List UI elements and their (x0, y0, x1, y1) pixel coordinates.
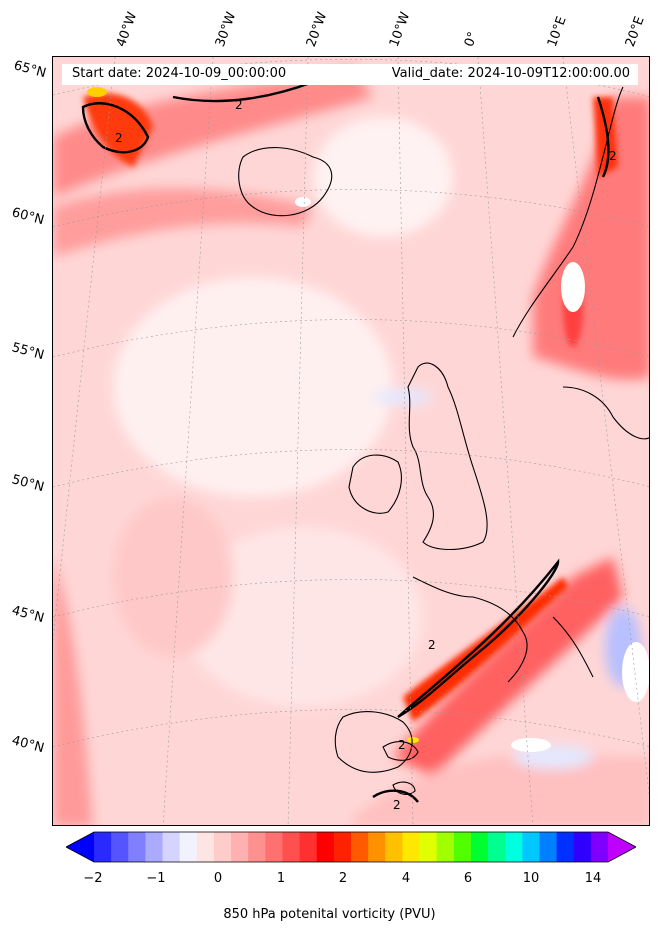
colorbar-swatch (179, 832, 198, 862)
colorbar-swatch (213, 832, 232, 862)
colorbar-swatch (368, 832, 386, 862)
vorticity-field: 2 2 2 2 2 2 (53, 57, 649, 825)
colorbar-swatch (453, 832, 472, 862)
colorbar-swatch (145, 832, 164, 862)
contour-label: 2 (115, 131, 123, 145)
contour-label: 2 (609, 149, 617, 163)
colorbar-swatch (94, 832, 112, 862)
lat-label: 40°N (10, 733, 46, 757)
colorbar-swatch (573, 832, 592, 862)
lon-label: 30°W (212, 10, 240, 49)
valid-date-label: Valid_date: 2024-10-09T12:00:00.00 (391, 66, 630, 81)
colorbar-swatch (231, 832, 249, 862)
colorbar-swatch (282, 832, 301, 862)
lon-label: 0° (461, 29, 482, 49)
colorbar-swatch (265, 832, 283, 862)
start-date-label: Start date: 2024-10-09_00:00:00 (72, 66, 287, 81)
colorbar-swatch (402, 832, 421, 862)
colorbar-swatch (248, 832, 266, 862)
map-panel: 2 2 2 2 2 2 (52, 56, 650, 826)
colorbar-swatch (539, 832, 558, 862)
colorbar-swatch (333, 832, 352, 862)
colorbar-swatch (128, 832, 146, 862)
colorbar-swatch (196, 832, 215, 862)
lon-label: 20°W (303, 10, 331, 49)
lat-label: 55°N (10, 340, 46, 364)
colorbar-tick-label: 14 (584, 871, 602, 886)
colorbar-swatch (522, 832, 540, 862)
colorbar-swatch (556, 832, 575, 862)
lat-label: 50°N (10, 472, 46, 496)
colorbar-tick-label: 2 (338, 871, 348, 886)
lon-label: 20°E (622, 14, 648, 50)
colorbar-swatch (419, 832, 438, 862)
contour-label: 2 (398, 738, 406, 752)
contour-label: 2 (393, 798, 401, 812)
colorbar-swatch (111, 832, 129, 862)
colorbar-extend-low (66, 832, 94, 862)
lat-label: 45°N (10, 603, 46, 627)
colorbar-tick-label: −1 (146, 871, 166, 886)
colorbar-swatch (385, 832, 403, 862)
colorbar-tick-label: 4 (401, 871, 411, 886)
colorbar-swatch (351, 832, 369, 862)
colorbar-swatch (162, 832, 181, 862)
colorbar-swatch (470, 832, 489, 862)
colorbar-swatch (299, 832, 318, 862)
lon-label: 10°W (386, 10, 414, 49)
colorbar-swatch (436, 832, 455, 862)
colorbar-title: 850 hPa potenital vorticity (PVU) (223, 907, 436, 922)
lat-label: 60°N (10, 205, 46, 229)
colorbar-swatch (488, 832, 506, 862)
date-header: Start date: 2024-10-09_00:00:00 Valid_da… (62, 64, 638, 85)
lat-label: 65°N (12, 58, 48, 82)
contour-label: 2 (235, 98, 243, 112)
colorbar-swatch (505, 832, 523, 862)
colorbar-tick-label: 0 (213, 871, 223, 886)
colorbar-tick-label: −2 (83, 871, 103, 886)
lon-label: 40°W (113, 10, 141, 49)
colorbar-swatch (590, 832, 609, 862)
colorbar-tick-label: 6 (463, 871, 473, 886)
colorbar-tick-label: 1 (276, 871, 286, 886)
lon-label: 10°E (544, 14, 570, 50)
colorbar (66, 831, 636, 863)
colorbar-swatch (316, 832, 335, 862)
colorbar-extend-high (608, 832, 636, 862)
colorbar-outline (66, 831, 636, 863)
contour-label: 2 (428, 638, 436, 652)
colorbar-tick-label: 10 (522, 871, 540, 886)
